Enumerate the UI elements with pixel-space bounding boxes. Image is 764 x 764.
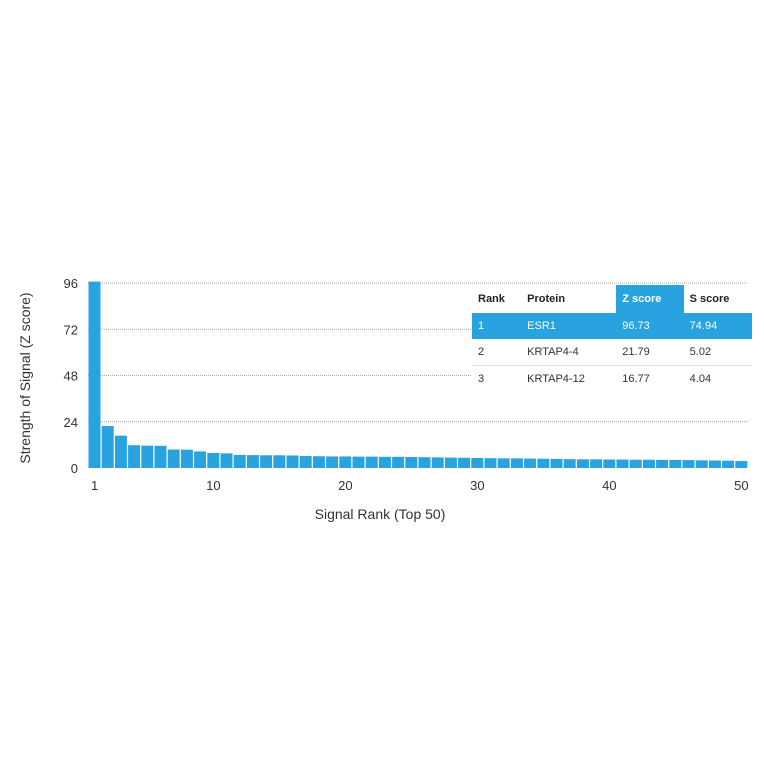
bar [365, 456, 378, 468]
cell-rank: 3 [478, 373, 485, 385]
bar [458, 457, 471, 468]
x-tick-label: 50 [734, 478, 748, 493]
y-tick-label: 24 [64, 415, 78, 430]
bar [114, 435, 127, 468]
bar [682, 460, 695, 468]
bar [392, 456, 405, 468]
bar [233, 454, 246, 468]
cell-protein: KRTAP4-4 [521, 339, 617, 366]
y-axis-label: Strength of Signal (Z score) [17, 292, 33, 463]
bar [735, 461, 748, 468]
bar [220, 453, 233, 468]
cell-protein: ESR1 [521, 313, 617, 339]
cell-s-score: 5.02 [683, 339, 752, 366]
bar [154, 445, 167, 468]
cell-protein: KRTAP4-12 [527, 373, 585, 385]
cell-rank: 2 [472, 339, 522, 366]
bar [590, 459, 603, 468]
y-tick-label: 96 [64, 276, 78, 291]
bar [180, 449, 193, 468]
bar [576, 459, 589, 468]
y-tick-label: 48 [64, 369, 78, 384]
bar [695, 460, 708, 468]
cell-s-score: 4.04 [689, 373, 712, 385]
bar [299, 456, 312, 468]
bar [260, 455, 273, 468]
bar [510, 458, 523, 468]
bar [352, 456, 365, 468]
bar [444, 457, 457, 468]
cell-z-score: 21.79 [616, 339, 684, 366]
bar [708, 460, 721, 468]
bar [405, 457, 418, 468]
x-tick-label: 20 [338, 478, 352, 493]
bar [550, 458, 563, 468]
table-header: Rank Protein Z score S score [472, 285, 752, 313]
y-tick-label: 72 [64, 322, 78, 337]
bar [194, 451, 207, 468]
bar [431, 457, 444, 468]
x-tick-label: 30 [470, 478, 484, 493]
bar [669, 459, 682, 468]
bar [656, 459, 669, 468]
bar [326, 456, 339, 468]
table-row: 2 KRTAP4-4 21.79 5.02 [472, 339, 752, 366]
x-tick-label: 1 [91, 478, 98, 493]
x-tick-label: 40 [602, 478, 616, 493]
header-protein: Protein [527, 293, 566, 305]
bar [286, 455, 299, 468]
cell-z-score: 16.77 [622, 373, 650, 385]
bar [101, 426, 114, 468]
bar [128, 445, 141, 468]
bar [167, 449, 180, 468]
bar [207, 452, 220, 468]
bar [141, 445, 154, 468]
bar [484, 458, 497, 468]
bar [497, 458, 510, 468]
bar [246, 455, 259, 468]
cell-z-score: 96.73 [616, 313, 684, 339]
score-table: Rank Protein Z score S score 1 ESR1 96.73 7… [472, 285, 752, 392]
bar [524, 458, 537, 468]
bar [563, 459, 576, 468]
y-tick-label: 0 [71, 461, 78, 476]
bar [616, 459, 629, 468]
bar [642, 459, 655, 468]
cell-rank: 1 [472, 313, 522, 339]
bar [88, 281, 101, 468]
bar [378, 456, 391, 468]
header-s-score: S score [689, 293, 730, 305]
bar [629, 459, 642, 468]
bar [603, 459, 616, 468]
x-tick-label: 10 [206, 478, 220, 493]
bar [273, 455, 286, 468]
x-axis-label: Signal Rank (Top 50) [315, 506, 446, 522]
header-rank: Rank [478, 293, 505, 305]
table-row: 1 ESR1 96.73 74.94 [472, 313, 752, 339]
table-row: 3 KRTAP4-12 16.77 4.04 [472, 366, 752, 393]
bar [312, 456, 325, 468]
bar [339, 456, 352, 468]
cell-s-score: 74.94 [683, 313, 752, 339]
bar [722, 460, 735, 468]
header-z-score: Z score [616, 285, 684, 313]
bar [471, 457, 484, 468]
bar [537, 458, 550, 468]
bar [418, 457, 431, 468]
